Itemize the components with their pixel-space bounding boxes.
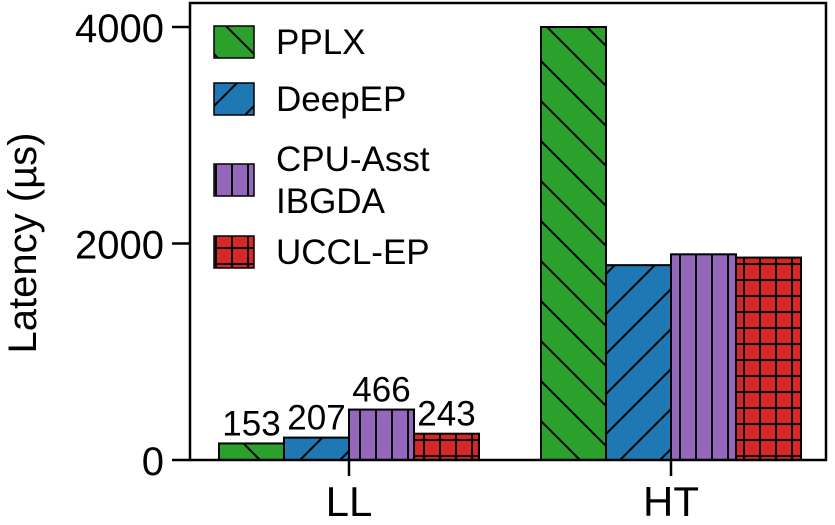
bar-hatch [283, 436, 350, 462]
bar-hatch [413, 432, 480, 462]
bar-hatch [670, 253, 737, 461]
data-label: 466 [352, 371, 410, 410]
legend-label: PPLX [276, 23, 366, 62]
legend-swatch-hatch [213, 163, 255, 197]
legend-entry: CPU-Asst IBGDA [213, 140, 430, 221]
bar-hatch [735, 256, 802, 462]
legend-label: DeepEP [276, 80, 406, 119]
legend: PPLX DeepEP CPU-Asst IBGDA UCCL-EP [213, 23, 430, 272]
legend-swatch-hatch [213, 25, 255, 59]
plot-frame [188, 1, 828, 462]
legend-entry: DeepEP [213, 80, 406, 119]
bars [218, 26, 802, 462]
y-axis-title: Latency (µs) [1, 133, 45, 354]
data-label: 207 [287, 399, 345, 438]
x-category-label: HT [643, 478, 699, 525]
x-category-label: LL [326, 478, 373, 525]
y-tick-label: 4000 [75, 7, 164, 51]
bar-hatch [348, 408, 415, 462]
data-label: 243 [417, 395, 475, 434]
y-tick-label: 2000 [75, 224, 164, 268]
bar-hatch [218, 442, 285, 461]
bar-hatch [605, 264, 672, 461]
data-label: 153 [222, 404, 280, 443]
y-tick-label: 0 [142, 440, 164, 484]
axes: 0 2000 4000 LL HT [75, 1, 828, 525]
legend-entry: UCCL-EP [213, 233, 430, 272]
legend-swatch-hatch [213, 82, 255, 116]
legend-entry: PPLX [213, 23, 366, 62]
legend-label: UCCL-EP [276, 233, 430, 272]
legend-swatch-hatch [213, 235, 255, 269]
bar-hatch [540, 26, 607, 461]
legend-label: CPU-Asst IBGDA [276, 140, 430, 221]
